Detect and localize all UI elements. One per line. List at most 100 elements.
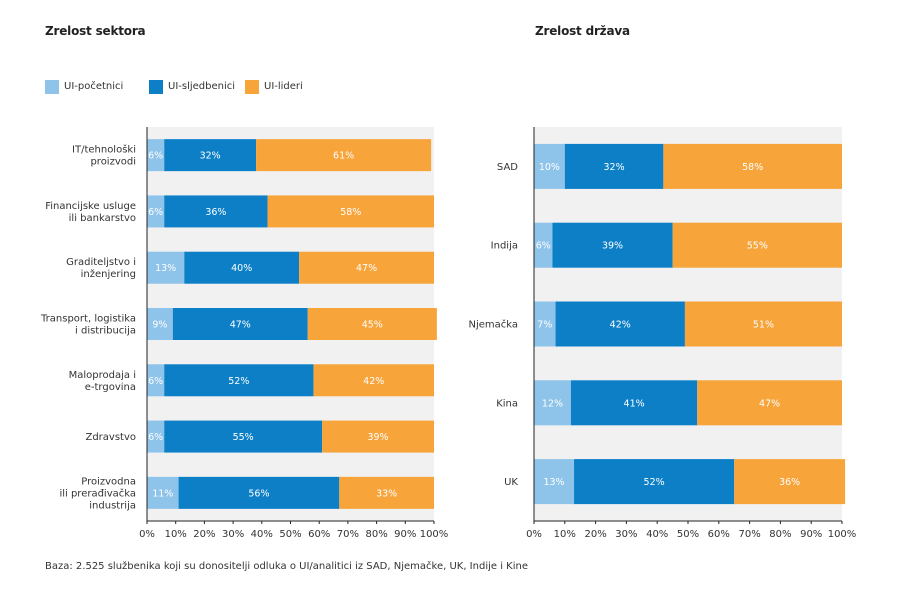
sectors-category-label-line: Financijske usluge bbox=[45, 201, 136, 212]
sectors-bar-beginners-0 bbox=[147, 139, 165, 172]
countries-data-label-followers-0: 32% bbox=[604, 162, 625, 173]
sectors-category-label-3: Transport, logistika i distribucija bbox=[40, 314, 136, 337]
sectors-data-label-beginners-4: 6% bbox=[148, 376, 163, 387]
sectors-bar-leaders-5 bbox=[322, 420, 434, 453]
sectors-category-label-6: Proizvodna ili prerađivačka industrija bbox=[59, 476, 136, 511]
countries-x-tick-label-9: 90% bbox=[800, 529, 822, 540]
countries-category-label-2: Njemačka bbox=[468, 319, 518, 331]
sectors-data-label-leaders-2: 47% bbox=[356, 263, 377, 274]
countries-x-tick-label-7: 70% bbox=[738, 529, 760, 540]
legend-label-followers: UI-sljedbenici bbox=[168, 81, 236, 92]
sectors-category-label-line: proizvodi bbox=[90, 157, 136, 168]
sectors-x-tick-label-6: 60% bbox=[308, 529, 330, 540]
countries-bar-leaders-0 bbox=[663, 143, 842, 189]
sectors-bar-beginners-3 bbox=[147, 308, 173, 340]
sectors-bar-followers-0 bbox=[164, 139, 257, 172]
sectors-data-label-leaders-1: 58% bbox=[340, 207, 361, 218]
countries-data-label-leaders-3: 47% bbox=[759, 398, 780, 409]
countries-bar-leaders-1 bbox=[672, 222, 842, 268]
sectors-data-label-leaders-4: 42% bbox=[363, 376, 384, 387]
legend-swatch-followers bbox=[149, 80, 163, 94]
countries-bar-beginners-3 bbox=[534, 380, 571, 426]
sectors-category-label-line: IT/tehnološki bbox=[72, 144, 136, 156]
countries-bar-beginners-1 bbox=[534, 222, 553, 268]
countries-category-label-0: SAD bbox=[497, 162, 518, 173]
sectors-category-label-line: Transport, logistika bbox=[40, 314, 136, 325]
sectors-bar-followers-1 bbox=[164, 195, 268, 228]
countries-data-label-leaders-2: 51% bbox=[753, 320, 774, 331]
countries-x-tick-label-5: 50% bbox=[677, 529, 699, 540]
sectors-data-label-followers-0: 32% bbox=[200, 151, 221, 162]
countries-category-label-line: Indija bbox=[491, 241, 518, 252]
sectors-category-label-line: i distribucija bbox=[75, 326, 136, 337]
countries-x-tick-label-8: 80% bbox=[769, 529, 791, 540]
sectors-category-label-line: Graditeljstvo i bbox=[66, 257, 136, 268]
sectors-category-label-line: Proizvodna bbox=[81, 476, 136, 487]
sectors-data-label-followers-2: 40% bbox=[231, 263, 252, 274]
sectors-bar-leaders-6 bbox=[339, 476, 434, 509]
sectors-data-label-beginners-2: 13% bbox=[155, 263, 176, 274]
countries-x-tick-label-6: 60% bbox=[708, 529, 730, 540]
sectors-bar-followers-2 bbox=[184, 251, 300, 284]
countries-bar-beginners-2 bbox=[534, 301, 556, 347]
sectors-category-label-line: industrija bbox=[89, 500, 136, 511]
countries-x-tick-label-1: 10% bbox=[554, 529, 576, 540]
sectors-bar-beginners-2 bbox=[147, 251, 185, 284]
sectors-x-tick-label-7: 70% bbox=[337, 529, 359, 540]
countries-x-tick-label-10: 100% bbox=[828, 529, 857, 540]
sectors-data-label-followers-4: 52% bbox=[228, 376, 249, 387]
sectors-bar-followers-6 bbox=[178, 476, 340, 509]
sectors-category-label-2: Graditeljstvo i inženjering bbox=[66, 257, 136, 280]
countries-data-label-followers-1: 39% bbox=[602, 241, 623, 252]
footnote: Baza: 2.525 službenika koji su donositel… bbox=[45, 561, 528, 572]
sectors-chart: 6% 32% 61% IT/tehnološki proizvodi 6% 36% 58% Fi… bbox=[40, 127, 448, 540]
countries-category-label-line: SAD bbox=[497, 162, 518, 173]
countries-bar-leaders-4 bbox=[734, 459, 846, 505]
sectors-data-label-beginners-3: 9% bbox=[152, 320, 167, 331]
sectors-category-label-5: Zdravstvo bbox=[85, 432, 136, 443]
countries-data-label-beginners-1: 6% bbox=[536, 241, 551, 252]
sectors-x-tick-label-1: 10% bbox=[165, 529, 187, 540]
sectors-bar-beginners-4 bbox=[147, 364, 165, 397]
sectors-data-label-beginners-1: 6% bbox=[148, 207, 163, 218]
countries-bar-followers-4 bbox=[574, 459, 735, 505]
sectors-data-label-followers-3: 47% bbox=[230, 320, 251, 331]
countries-category-label-line: Kina bbox=[496, 398, 518, 409]
sectors-data-label-followers-1: 36% bbox=[205, 207, 226, 218]
sectors-category-label-line: Zdravstvo bbox=[85, 432, 136, 443]
sectors-bar-leaders-1 bbox=[267, 195, 434, 228]
countries-x-tick-label-4: 40% bbox=[646, 529, 668, 540]
sectors-data-label-leaders-0: 61% bbox=[333, 151, 354, 162]
countries-bar-followers-3 bbox=[570, 380, 698, 426]
countries-bar-leaders-2 bbox=[684, 301, 842, 347]
sectors-data-label-beginners-0: 6% bbox=[148, 151, 163, 162]
countries-x-tick-label-2: 20% bbox=[584, 529, 606, 540]
sectors-bar-leaders-2 bbox=[299, 251, 434, 284]
sectors-data-label-followers-5: 55% bbox=[233, 432, 254, 443]
sectors-chart-title: Zrelost sektora bbox=[45, 24, 146, 38]
countries-bar-beginners-0 bbox=[534, 143, 565, 189]
countries-category-label-line: UK bbox=[504, 477, 518, 488]
sectors-x-tick-label-4: 40% bbox=[251, 529, 273, 540]
sectors-category-label-line: Maloprodaja i bbox=[69, 370, 136, 381]
legend-swatch-beginners bbox=[45, 80, 59, 94]
sectors-category-label-line: inženjering bbox=[81, 268, 136, 280]
countries-data-label-leaders-0: 58% bbox=[742, 162, 763, 173]
legend-swatch-leaders bbox=[245, 80, 259, 94]
sectors-bar-beginners-5 bbox=[147, 420, 165, 453]
sectors-x-tick-label-0: 0% bbox=[139, 529, 155, 540]
countries-data-label-followers-4: 52% bbox=[644, 477, 665, 488]
sectors-category-label-0: IT/tehnološki proizvodi bbox=[72, 144, 136, 168]
legend-label-leaders: UI-lideri bbox=[264, 81, 303, 92]
sectors-category-label-line: ili prerađivačka bbox=[59, 487, 136, 499]
countries-data-label-leaders-4: 36% bbox=[779, 477, 800, 488]
sectors-x-tick-label-8: 80% bbox=[365, 529, 387, 540]
countries-category-label-line: Njemačka bbox=[468, 319, 518, 331]
sectors-x-tick-label-3: 30% bbox=[222, 529, 244, 540]
sectors-category-label-1: Financijske usluge ili bankarstvo bbox=[45, 201, 136, 224]
sectors-bar-followers-3 bbox=[172, 308, 308, 340]
countries-category-label-3: Kina bbox=[496, 398, 518, 409]
sectors-bar-leaders-3 bbox=[307, 308, 437, 340]
sectors-bar-leaders-0 bbox=[256, 139, 432, 172]
